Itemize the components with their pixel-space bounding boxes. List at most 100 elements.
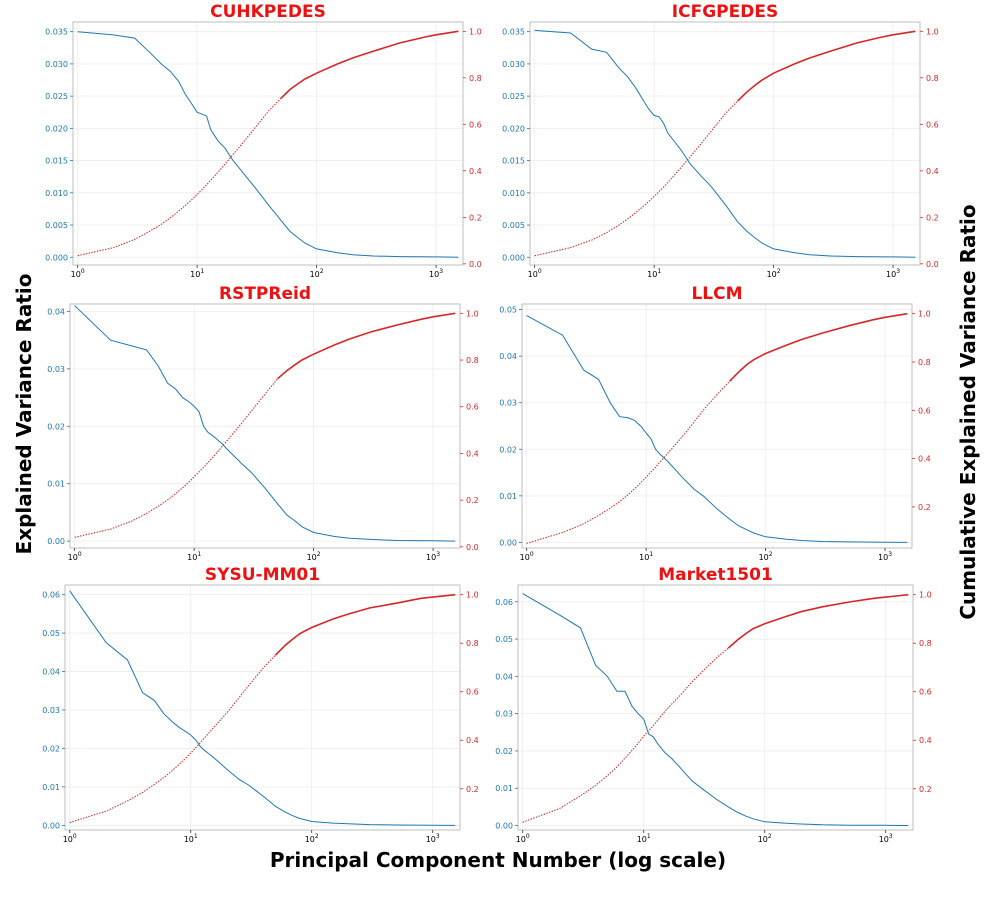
y2-tick-label: 0.6 xyxy=(918,406,931,415)
subplot-4: 0.00 0.01 0.02 0.03 0.04 0.05 0.2 0.4 0.6 0.8 1.0 1… xyxy=(499,284,931,562)
y-tick-label: 0.025 xyxy=(45,92,68,101)
x-tick-label: 100 xyxy=(520,551,534,562)
y2-tick-label: 0.6 xyxy=(466,688,479,697)
y2-tick-label: 0.2 xyxy=(466,785,479,794)
cumulative-variance-line xyxy=(74,378,279,538)
subplot-title: SYSU-MM01 xyxy=(205,565,320,585)
y-tick-label: 0.00 xyxy=(495,822,513,831)
y2-tick-label: 1.0 xyxy=(469,27,482,36)
x-tick-label: 101 xyxy=(190,268,204,279)
cumulative-variance-line xyxy=(77,98,281,257)
cumulative-variance-line xyxy=(280,30,459,100)
x-axis-label: Principal Component Number (log scale) xyxy=(269,848,727,872)
y2-tick-label: 0.8 xyxy=(466,639,479,648)
y-tick-label: 0.000 xyxy=(45,253,68,262)
y-tick-label: 0.010 xyxy=(502,189,525,198)
y2-tick-label: 0.2 xyxy=(926,213,939,222)
y-tick-label: 0.03 xyxy=(495,710,513,719)
y-tick-label: 0.010 xyxy=(45,189,68,198)
y-tick-label: 0.01 xyxy=(495,784,513,793)
explained-variance-line xyxy=(69,590,456,826)
y-tick-label: 0.04 xyxy=(47,307,65,316)
explained-variance-line xyxy=(74,305,456,542)
x-tick-label: 100 xyxy=(71,268,85,279)
x-tick-label: 101 xyxy=(187,551,201,562)
x-tick-label: 101 xyxy=(639,551,653,562)
y2-tick-label: 0.8 xyxy=(918,358,931,367)
y-tick-label: 0.025 xyxy=(502,92,525,101)
y-tick-label: 0.03 xyxy=(499,399,517,408)
y2-tick-label: 0.4 xyxy=(919,736,932,745)
y-tick-label: 0.05 xyxy=(495,635,513,644)
y-tick-label: 0.01 xyxy=(499,492,517,501)
plot-frame xyxy=(72,21,464,266)
secondary-y-axis-label: Cumulative Explained Variance Ratio xyxy=(956,204,980,620)
y-tick-label: 0.015 xyxy=(502,157,525,166)
y-tick-label: 0.005 xyxy=(45,221,68,230)
x-tick-label: 103 xyxy=(429,268,443,279)
y-tick-label: 0.05 xyxy=(42,629,60,638)
x-tick-label: 101 xyxy=(637,833,651,844)
cumulative-variance-line xyxy=(727,593,909,649)
cumulative-variance-line xyxy=(277,312,456,380)
y-tick-label: 0.02 xyxy=(495,747,513,756)
plot-frame xyxy=(64,584,461,831)
y-tick-label: 0.05 xyxy=(499,306,517,315)
cumulative-variance-line xyxy=(737,30,916,102)
y-tick-label: 0.035 xyxy=(502,28,525,37)
x-tick-label: 100 xyxy=(516,833,530,844)
x-tick-label: 102 xyxy=(759,551,773,562)
subplot-title: ICFGPEDES xyxy=(672,2,778,22)
y-tick-label: 0.06 xyxy=(42,591,60,600)
y-tick-label: 0.015 xyxy=(45,157,68,166)
y2-tick-label: 0.4 xyxy=(918,455,931,464)
subplot-title: LLCM xyxy=(691,284,742,304)
y-tick-label: 0.01 xyxy=(47,480,65,489)
y2-tick-label: 0.6 xyxy=(469,120,482,129)
x-tick-label: 103 xyxy=(878,551,892,562)
y2-tick-label: 1.0 xyxy=(926,27,939,36)
subplot-6: 0.00 0.01 0.02 0.03 0.04 0.05 0.06 0.2 0.4 0.6 0.8… xyxy=(495,565,932,844)
x-tick-label: 100 xyxy=(528,268,542,279)
y-tick-label: 0.01 xyxy=(42,783,60,792)
y2-tick-label: 0.8 xyxy=(919,639,932,648)
y2-tick-label: 0.2 xyxy=(919,785,932,794)
y-tick-label: 0.02 xyxy=(499,445,517,454)
x-tick-label: 101 xyxy=(184,833,198,844)
y-tick-label: 0.000 xyxy=(502,253,525,262)
y2-tick-label: 0.4 xyxy=(469,167,482,176)
y-tick-label: 0.00 xyxy=(499,538,517,547)
subplot-title: RSTPReid xyxy=(219,284,311,304)
y-tick-label: 0.00 xyxy=(47,537,65,546)
y-tick-label: 0.04 xyxy=(42,668,60,677)
y2-tick-label: 0.0 xyxy=(466,543,479,552)
y-tick-label: 0.00 xyxy=(42,821,60,830)
x-tick-label: 103 xyxy=(879,833,893,844)
y-tick-label: 0.02 xyxy=(47,422,65,431)
subplot-5: 0.00 0.01 0.02 0.03 0.04 0.05 0.06 0.2 0.4 0.6 0.8… xyxy=(42,565,479,844)
subplot-1: 0.000 0.005 0.010 0.015 0.020 0.025 0.030 0.035… xyxy=(45,2,482,279)
x-tick-label: 100 xyxy=(68,551,82,562)
y-tick-label: 0.020 xyxy=(502,124,525,133)
x-tick-label: 102 xyxy=(767,268,781,279)
explained-variance-line xyxy=(526,315,908,543)
y-tick-label: 0.03 xyxy=(47,365,65,374)
y2-tick-label: 0.4 xyxy=(466,449,479,458)
y-tick-label: 0.030 xyxy=(502,60,525,69)
x-tick-label: 102 xyxy=(307,551,321,562)
y-axis-label: Explained Variance Ratio xyxy=(12,273,36,555)
y-tick-label: 0.005 xyxy=(502,221,525,230)
y2-tick-label: 0.8 xyxy=(926,74,939,83)
cumulative-variance-line xyxy=(274,593,456,656)
y-tick-label: 0.02 xyxy=(42,744,60,753)
y-tick-label: 0.04 xyxy=(499,352,517,361)
y-tick-label: 0.030 xyxy=(45,60,68,69)
explained-variance-line xyxy=(522,593,909,826)
cumulative-variance-line xyxy=(534,100,738,257)
x-tick-label: 100 xyxy=(63,833,77,844)
x-tick-label: 101 xyxy=(647,268,661,279)
x-tick-label: 103 xyxy=(886,268,900,279)
y-tick-label: 0.04 xyxy=(495,672,513,681)
x-tick-label: 103 xyxy=(426,833,440,844)
